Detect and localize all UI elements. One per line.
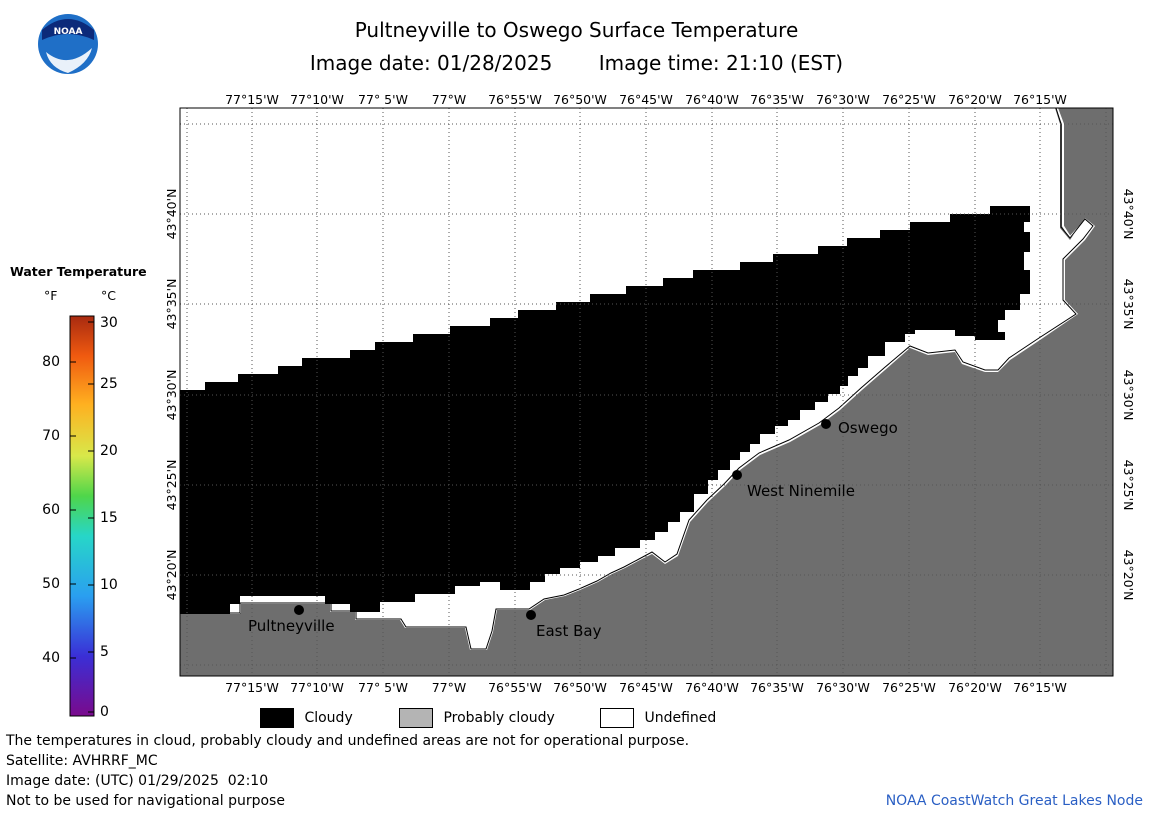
lon-label: 76°45'W xyxy=(619,680,673,695)
lon-label: 77°W xyxy=(432,92,467,107)
c-tick: 5 xyxy=(100,644,109,660)
lat-label: 43°35'N xyxy=(1121,279,1136,330)
lon-label: 76°15'W xyxy=(1013,680,1067,695)
lon-label: 76°45'W xyxy=(619,92,673,107)
lat-label: 43°30'N xyxy=(164,370,179,421)
f-tick: 60 xyxy=(42,502,60,518)
image-time: Image time: 21:10 (EST) xyxy=(598,51,844,75)
land-area xyxy=(180,108,1113,676)
legend-swatch-cloudy xyxy=(260,708,294,728)
lat-label: 43°20'N xyxy=(1121,550,1136,601)
lon-label: 77°15'W xyxy=(225,680,279,695)
place-marker xyxy=(821,419,831,429)
legend-swatch-probably-cloudy xyxy=(399,708,433,728)
lat-label: 43°30'N xyxy=(1121,370,1136,421)
satellite-note: Satellite: AVHRRF_MC xyxy=(6,753,158,769)
f-tick: 40 xyxy=(42,650,60,666)
operational-note: The temperatures in cloud, probably clou… xyxy=(6,733,690,749)
utc-date-note: Image date: (UTC) 01/29/2025 02:10 xyxy=(6,773,269,789)
c-tick: 15 xyxy=(100,510,118,526)
lon-label: 77°10'W xyxy=(290,680,344,695)
place-label: West Ninemile xyxy=(747,482,855,500)
lon-label: 76°30'W xyxy=(816,680,870,695)
lat-label: 43°40'N xyxy=(164,189,179,240)
unit-celsius: °C xyxy=(101,288,116,303)
colorbar-title: Water Temperature xyxy=(10,264,147,279)
legend-probably-cloudy: Probably cloudy xyxy=(399,708,555,728)
place-marker xyxy=(294,605,304,615)
lon-label: 76°50'W xyxy=(553,92,607,107)
lon-label: 77°15'W xyxy=(225,92,279,107)
lon-label: 76°55'W xyxy=(488,680,542,695)
lat-label: 43°20'N xyxy=(164,550,179,601)
noaa-logo: NOAA xyxy=(38,14,98,74)
lat-label: 43°35'N xyxy=(164,279,179,330)
lon-label: 77°10'W xyxy=(290,92,344,107)
lon-label: 76°40'W xyxy=(685,92,739,107)
page-title: Pultneyville to Oswego Surface Temperatu… xyxy=(354,18,799,42)
place-marker xyxy=(526,610,536,620)
legend-cloudy: Cloudy xyxy=(260,708,353,728)
credit-text: NOAA CoastWatch Great Lakes Node xyxy=(885,793,1143,809)
colorbar: 80 70 60 50 40 30 25 20 15 10 5 0 xyxy=(42,315,118,720)
legend-label: Cloudy xyxy=(304,710,353,726)
c-tick: 10 xyxy=(100,577,118,593)
lon-label: 76°25'W xyxy=(882,92,936,107)
legend-label: Undefined xyxy=(644,710,717,726)
lon-label: 77° 5'W xyxy=(358,92,408,107)
place-label: East Bay xyxy=(536,622,602,640)
place-label: Oswego xyxy=(838,419,898,437)
c-tick: 0 xyxy=(100,704,109,720)
navigation-note: Not to be used for navigational purpose xyxy=(6,793,285,809)
legend-label: Probably cloudy xyxy=(443,710,555,726)
noaa-logo-text: NOAA xyxy=(54,27,83,37)
cloud-mask xyxy=(180,206,1030,614)
lon-label: 76°25'W xyxy=(882,680,936,695)
c-tick: 25 xyxy=(100,376,118,392)
f-tick: 50 xyxy=(42,576,60,592)
lon-label: 76°15'W xyxy=(1013,92,1067,107)
lon-label: 77° 5'W xyxy=(358,680,408,695)
c-tick: 20 xyxy=(100,443,118,459)
legend-undefined: Undefined xyxy=(600,708,716,728)
image-date: Image date: 01/28/2025 xyxy=(309,51,553,75)
lon-label: 76°35'W xyxy=(750,92,804,107)
lon-label: 76°55'W xyxy=(488,92,542,107)
image-datetime: Image date: 01/28/2025 Image time: 21:10… xyxy=(0,51,1153,75)
lat-label: 43°40'N xyxy=(1121,189,1136,240)
lat-label: 43°25'N xyxy=(164,460,179,511)
place-marker xyxy=(732,470,742,480)
lon-label: 76°50'W xyxy=(553,680,607,695)
lon-label: 76°20'W xyxy=(948,92,1002,107)
lat-label: 43°25'N xyxy=(1121,460,1136,511)
lon-label: 77°W xyxy=(432,680,467,695)
coastline xyxy=(180,107,1093,649)
lon-label: 76°35'W xyxy=(750,680,804,695)
legend-swatch-undefined xyxy=(600,708,634,728)
lon-label: 76°30'W xyxy=(816,92,870,107)
lon-label: 76°20'W xyxy=(948,680,1002,695)
place-label: Pultneyville xyxy=(248,617,335,635)
f-tick: 80 xyxy=(42,354,60,370)
unit-fahrenheit: °F xyxy=(44,288,58,303)
f-tick: 70 xyxy=(42,428,60,444)
c-tick: 30 xyxy=(100,315,118,331)
lon-label: 76°40'W xyxy=(685,680,739,695)
